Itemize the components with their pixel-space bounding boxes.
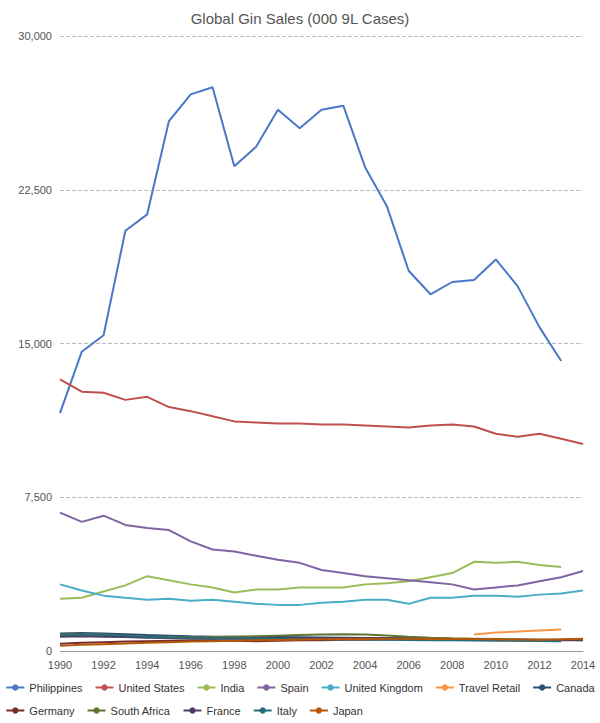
svg-text:United Kingdom: United Kingdom [345, 682, 423, 694]
svg-text:2004: 2004 [353, 659, 377, 671]
svg-text:India: India [221, 682, 246, 694]
svg-text:0: 0 [46, 645, 52, 657]
svg-text:1998: 1998 [222, 659, 246, 671]
svg-text:2014: 2014 [571, 659, 595, 671]
svg-text:2012: 2012 [527, 659, 551, 671]
svg-text:22,500: 22,500 [18, 184, 52, 196]
svg-text:7,500: 7,500 [24, 491, 52, 503]
svg-text:France: France [206, 705, 240, 717]
svg-text:2000: 2000 [266, 659, 290, 671]
svg-text:Italy: Italy [277, 705, 298, 717]
svg-text:Japan: Japan [333, 705, 363, 717]
svg-text:15,000: 15,000 [18, 338, 52, 350]
svg-text:Philippines: Philippines [29, 682, 83, 694]
svg-text:2002: 2002 [309, 659, 333, 671]
svg-text:1992: 1992 [91, 659, 115, 671]
svg-text:1990: 1990 [48, 659, 72, 671]
svg-text:Spain: Spain [280, 682, 308, 694]
svg-text:1994: 1994 [135, 659, 159, 671]
svg-text:Germany: Germany [29, 705, 75, 717]
svg-text:South Africa: South Africa [111, 705, 171, 717]
svg-text:1996: 1996 [179, 659, 203, 671]
svg-text:2010: 2010 [484, 659, 508, 671]
svg-text:Travel Retail: Travel Retail [459, 682, 520, 694]
svg-text:United States: United States [119, 682, 186, 694]
svg-text:2008: 2008 [440, 659, 464, 671]
svg-text:Global Gin Sales (000 9L Cases: Global Gin Sales (000 9L Cases) [191, 10, 410, 27]
svg-text:30,000: 30,000 [18, 30, 52, 42]
svg-text:Canada: Canada [556, 682, 595, 694]
svg-text:2006: 2006 [396, 659, 420, 671]
